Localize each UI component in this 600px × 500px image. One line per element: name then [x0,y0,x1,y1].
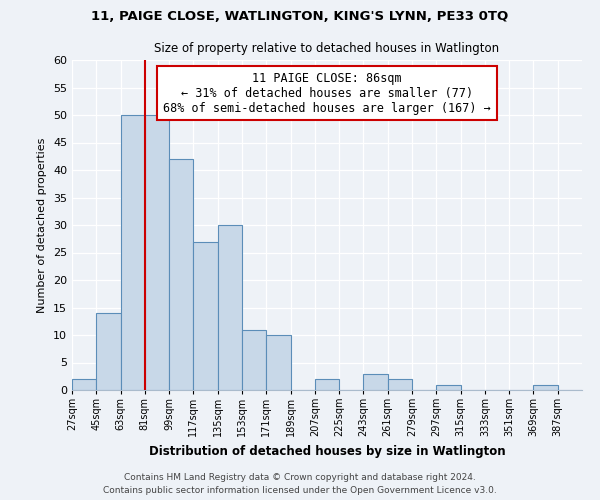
Y-axis label: Number of detached properties: Number of detached properties [37,138,47,312]
Bar [121,115,145,390]
Title: Size of property relative to detached houses in Watlington: Size of property relative to detached ho… [154,42,500,54]
Bar [193,242,218,390]
Bar [388,379,412,390]
Bar [218,225,242,390]
Bar [72,379,96,390]
Text: 11 PAIGE CLOSE: 86sqm
← 31% of detached houses are smaller (77)
68% of semi-deta: 11 PAIGE CLOSE: 86sqm ← 31% of detached … [163,72,491,114]
Bar [364,374,388,390]
Bar [242,330,266,390]
X-axis label: Distribution of detached houses by size in Watlington: Distribution of detached houses by size … [149,445,505,458]
Bar [315,379,339,390]
Text: 11, PAIGE CLOSE, WATLINGTON, KING'S LYNN, PE33 0TQ: 11, PAIGE CLOSE, WATLINGTON, KING'S LYNN… [91,10,509,23]
Bar [169,159,193,390]
Bar [96,313,121,390]
Bar [436,384,461,390]
Text: Contains HM Land Registry data © Crown copyright and database right 2024.
Contai: Contains HM Land Registry data © Crown c… [103,474,497,495]
Bar [145,115,169,390]
Bar [533,384,558,390]
Bar [266,335,290,390]
